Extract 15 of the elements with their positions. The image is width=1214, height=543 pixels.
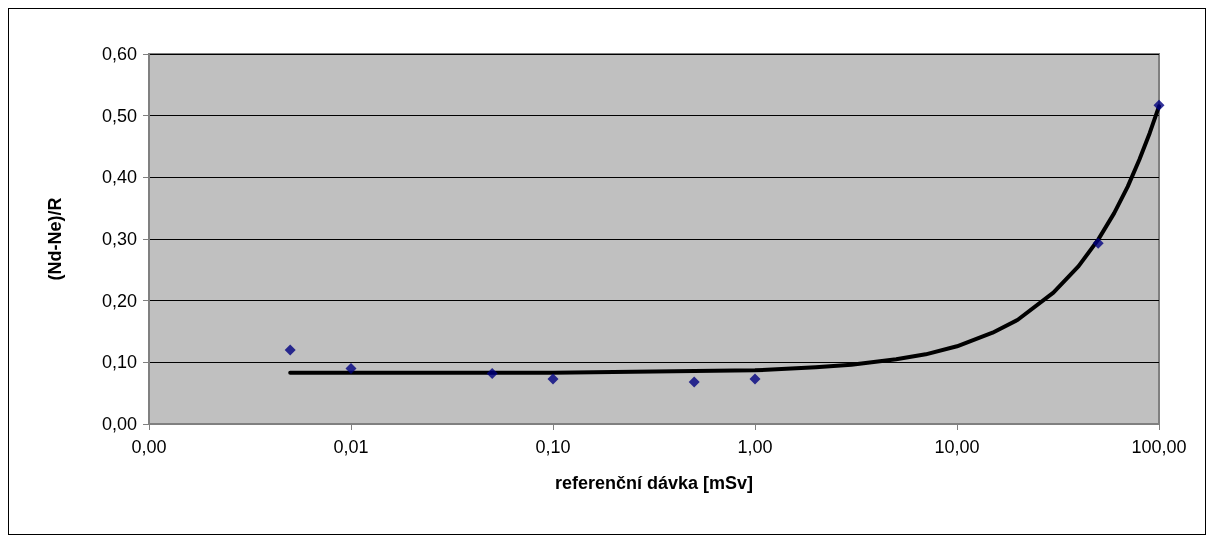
y-tick-label: 0,30 (101, 229, 137, 249)
x-axis-title: referenční dávka [mSv] (554, 473, 754, 493)
x-tick-label: 100,00 (1131, 437, 1187, 457)
y-tick-label: 0,10 (101, 352, 137, 373)
y-tick-label: 0,40 (101, 167, 137, 188)
y-tick-label: 0,20 (101, 290, 137, 311)
y-tick-label: 0,50 (101, 105, 137, 126)
x-tick-label: 1,00 (737, 437, 773, 457)
x-tick-label: 0,00 (131, 437, 167, 457)
x-tick-label: 10,00 (934, 437, 980, 457)
x-tick-label: 0,01 (333, 437, 369, 457)
y-axis-title: (Nd-Ne)/R (45, 197, 65, 281)
x-tick-label: 0,10 (535, 437, 571, 457)
y-tick-label: 0,60 (101, 44, 137, 64)
y-tick-label: 0,00 (101, 414, 137, 434)
